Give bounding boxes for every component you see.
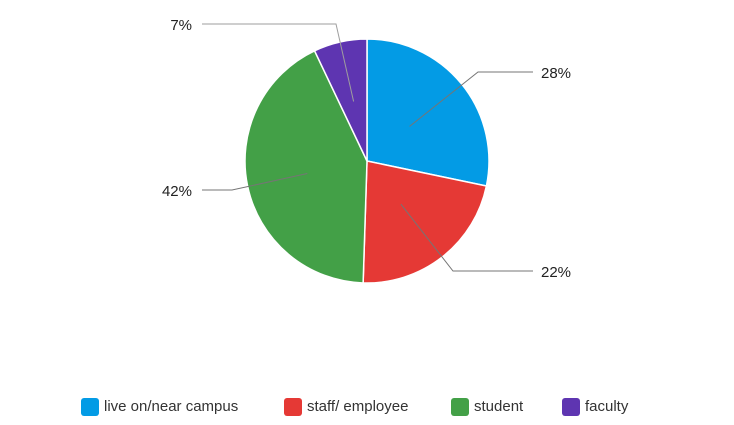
legend-swatch [451, 398, 469, 416]
legend-item-staff-employee[interactable]: staff/ employee [284, 395, 408, 419]
data-label-live-on-near-campus: 28% [541, 65, 571, 82]
legend-swatch [562, 398, 580, 416]
chart-legend: live on/near campus staff/ employee stud… [0, 395, 734, 419]
legend-item-live-on-near-campus[interactable]: live on/near campus [81, 395, 238, 419]
legend-label: faculty [585, 398, 629, 415]
legend-swatch [81, 398, 99, 416]
leader-line-live-on-near-campus [409, 71, 533, 127]
pie-slice-student[interactable] [244, 49, 368, 284]
leader-line-student [202, 173, 308, 191]
pie-slice-live-on-near-campus[interactable] [366, 38, 490, 187]
legend-swatch [284, 398, 302, 416]
legend-label: live on/near campus [104, 398, 239, 415]
data-label-staff-employee: 22% [541, 264, 571, 281]
legend-item-student[interactable]: student [451, 395, 523, 419]
data-label-student: 42% [162, 183, 192, 200]
legend-item-faculty[interactable]: faculty [562, 395, 628, 419]
data-label-faculty: 7% [170, 17, 192, 34]
leader-line-faculty [202, 23, 355, 102]
leader-line-staff-employee [400, 203, 533, 272]
legend-label: staff/ employee [307, 398, 409, 415]
legend-label: student [474, 398, 524, 415]
